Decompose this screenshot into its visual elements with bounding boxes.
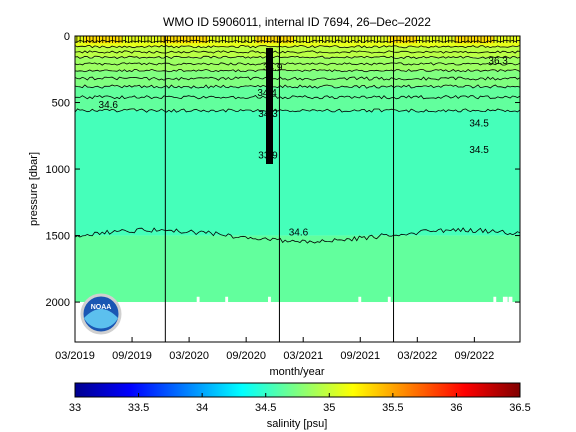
colorbar-tick-label: 35	[323, 402, 335, 414]
contour-line	[75, 108, 520, 113]
salinity-contours	[75, 39, 520, 244]
contour-label: 34.8	[51, 80, 71, 91]
y-tick-label: 500	[52, 98, 70, 110]
plot-area: 34.934.434.333.934.634.634.834.534.536.3	[51, 36, 520, 342]
colorbar-tick-label: 33	[69, 402, 81, 414]
colorbar-tick-label: 36	[450, 402, 462, 414]
y-axis: 0 500 1000 1500 2000	[46, 31, 520, 309]
dense-profile-bar	[266, 48, 273, 164]
contour-line	[75, 45, 520, 49]
profile-ticks	[76, 36, 520, 43]
surface-patch	[160, 36, 209, 44]
surface-patch	[84, 36, 123, 44]
chart-title: WMO ID 5906011, internal ID 7694, 26–Dec…	[163, 15, 431, 29]
data-gaps	[75, 296, 520, 342]
data-gap	[508, 296, 513, 303]
data-gap	[502, 296, 508, 303]
x-tick-label: 09/2020	[226, 350, 266, 362]
year-boundaries	[164, 36, 395, 342]
data-gap	[225, 296, 229, 303]
x-tick-label: 09/2022	[454, 350, 494, 362]
contour-label: 34.6	[289, 228, 309, 239]
contour-line	[75, 76, 520, 81]
contour-line	[75, 50, 520, 54]
surface-patch	[255, 36, 294, 44]
contour-label: 34.6	[99, 100, 119, 111]
x-tick-label: 09/2021	[340, 350, 380, 362]
salinity-layers	[75, 36, 520, 303]
y-tick-label: 0	[64, 31, 70, 43]
x-tick-label: 03/2020	[169, 350, 209, 362]
data-gap	[493, 296, 497, 303]
data-gap	[358, 296, 362, 303]
contour-label: 34.5	[469, 118, 489, 129]
contour-line	[75, 55, 520, 59]
salinity-layer	[75, 46, 520, 58]
y-tick-label: 1000	[46, 164, 70, 176]
plot-frame	[74, 35, 521, 343]
noaa-logo: NOAA	[80, 293, 122, 335]
x-axis: 03/2019 09/2019 03/2020 09/2020 03/2021 09/20…	[55, 337, 494, 362]
colorbar-ticks: 33 33.5 34 34.5 35 35.5 36 36.5	[69, 393, 531, 414]
x-tick-label: 03/2022	[397, 350, 437, 362]
data-gap	[387, 296, 391, 303]
x-tick-label: 03/2019	[55, 350, 95, 362]
colorbar-tick-label: 34	[196, 402, 208, 414]
salinity-layer	[75, 110, 520, 236]
noaa-logo-text: NOAA	[91, 304, 112, 311]
salinity-layer	[75, 70, 520, 87]
y-tick-label: 2000	[46, 297, 70, 309]
contour-line	[75, 95, 520, 100]
y-tick-label: 1500	[46, 231, 70, 243]
salinity-layer	[75, 86, 520, 111]
no-data-region	[75, 302, 520, 342]
colorbar-tick-label: 33.5	[128, 402, 149, 414]
x-tick-label: 03/2021	[283, 350, 323, 362]
contour-line	[75, 227, 520, 244]
contour-line	[75, 84, 520, 89]
colorbar-tick-label: 34.5	[255, 402, 276, 414]
contour-label: 36.3	[488, 56, 508, 67]
contour-label: 34.5	[469, 145, 489, 156]
x-tick-label: 09/2019	[112, 350, 152, 362]
contour-line	[75, 68, 520, 73]
contour-line	[75, 62, 520, 66]
salinity-layer	[75, 235, 520, 303]
y-axis-label: pressure [dbar]	[28, 152, 40, 226]
data-gap	[196, 296, 200, 303]
colorbar: 33 33.5 34 34.5 35 35.5 36 36.5	[69, 382, 531, 414]
colorbar-tick-label: 35.5	[382, 402, 403, 414]
colorbar-tick-label: 36.5	[509, 402, 530, 414]
colorbar-gradient	[74, 382, 521, 398]
data-gap	[268, 296, 271, 303]
x-axis-label: month/year	[269, 366, 324, 378]
colorbar-label: salinity [psu]	[267, 418, 328, 430]
